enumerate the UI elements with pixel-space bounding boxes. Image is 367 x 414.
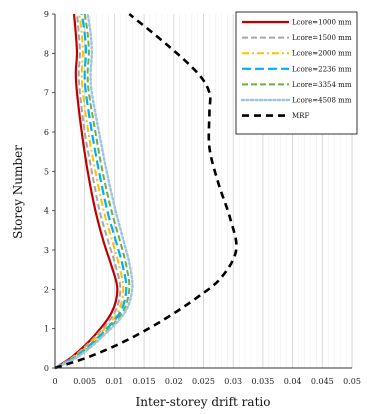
y-tick-label: 9 — [44, 10, 49, 19]
x-tick-label: 0.035 — [251, 377, 274, 386]
series-lines — [53, 12, 238, 370]
legend-label-lcore-1000-mm: Lcore=1000 mm — [292, 19, 352, 27]
y-tick-label: 0 — [44, 364, 49, 373]
legend-label-mrf: MRF — [292, 112, 309, 120]
x-tick-label: 0.045 — [311, 377, 334, 386]
x-tick-label: 0.015 — [133, 377, 156, 386]
legend-label-lcore-2000-mm: Lcore=2000 mm — [292, 50, 352, 58]
x-tick-labels: 0 0.005 0.01 0.015 0.02 0.025 0.03 0.035 0.04 0.0… — [52, 377, 360, 386]
x-tick-label: 0.025 — [192, 377, 215, 386]
y-tick-label: 4 — [44, 207, 49, 216]
legend-label-lcore-3354-mm: Lcore=3354 mm — [292, 81, 352, 89]
series-line-lcore-1000-mm — [54, 13, 119, 369]
y-tick-labels: 0 1 2 3 4 5 6 7 8 9 — [44, 10, 55, 373]
x-tick-label: 0.02 — [165, 377, 183, 386]
x-tick-label: 0.005 — [73, 377, 96, 386]
y-tick-label: 3 — [44, 246, 49, 255]
legend-label-lcore-2236-mm: Lcore=2236 mm — [292, 65, 352, 73]
x-tick-label: 0.04 — [284, 377, 302, 386]
series-line-mrf — [54, 12, 238, 370]
y-axis-title: Storey Number — [11, 145, 25, 239]
x-tick-label: 0.01 — [105, 377, 123, 386]
legend-label-lcore-1500-mm: Lcore=1500 mm — [292, 34, 352, 42]
x-tick-label: 0.05 — [343, 377, 361, 386]
series-line-lcore-3354-mm — [54, 13, 131, 369]
legend-label-lcore-4508-mm: Lcore=4508 mm — [292, 97, 352, 105]
x-tick-label: 0 — [52, 377, 57, 386]
y-tick-label: 5 — [44, 167, 49, 176]
axes — [54, 14, 352, 369]
series-line-lcore-2000-mm — [54, 13, 125, 369]
x-tick-label: 0.03 — [224, 377, 242, 386]
y-tick-label: 8 — [44, 49, 49, 58]
legend-box — [235, 11, 358, 135]
y-tick-label: 7 — [44, 89, 49, 98]
y-tick-label: 6 — [44, 128, 49, 137]
y-tick-label: 1 — [44, 325, 49, 334]
series-line-lcore-4508-mm — [53, 12, 134, 370]
series-line-lcore-2236-mm — [54, 13, 128, 369]
legend: Lcore=1000 mm Lcore=1500 mm Lcore=2000 mm L… — [235, 11, 358, 135]
x-axis-title: Inter-storey drift ratio — [136, 395, 271, 409]
y-tick-label: 2 — [44, 285, 49, 294]
